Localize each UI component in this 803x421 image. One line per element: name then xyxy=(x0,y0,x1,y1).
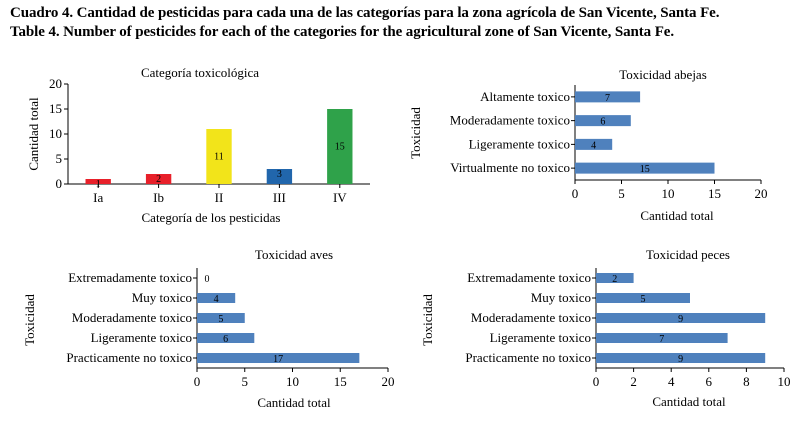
y-tick-label: 0 xyxy=(56,176,63,191)
bar xyxy=(197,353,360,363)
bar xyxy=(575,162,715,174)
chart-title: Toxicidad aves xyxy=(255,247,333,262)
x-axis-label: Categoría de los pesticidas xyxy=(142,210,281,225)
x-tick-label: 5 xyxy=(618,186,625,201)
bar xyxy=(206,129,232,184)
x-tick-label: 0 xyxy=(593,374,600,389)
bar xyxy=(596,293,690,303)
x-tick-label: 15 xyxy=(334,374,347,389)
bar xyxy=(197,293,236,303)
data-label: 3 xyxy=(277,169,282,180)
y-axis-label: Toxicidad xyxy=(420,294,435,346)
y-tick-label: Extremadamente toxico xyxy=(467,270,591,285)
y-tick-label: Moderadamente toxico xyxy=(72,310,192,325)
bar xyxy=(596,353,766,363)
y-tick-label: Virtualmente no toxico xyxy=(450,160,570,175)
data-label: 0 xyxy=(205,274,210,285)
bar xyxy=(197,313,245,323)
bar xyxy=(85,179,111,184)
x-tick-label: 4 xyxy=(668,374,675,389)
x-tick-label: 20 xyxy=(755,186,768,201)
bar xyxy=(596,313,766,323)
bar xyxy=(596,273,634,283)
y-tick-label: Moderadamente toxico xyxy=(471,310,591,325)
caption-english: Table 4. Number of pesticides for each o… xyxy=(10,24,674,40)
y-tick-label: Altamente toxico xyxy=(480,89,570,104)
data-label: 15 xyxy=(640,164,650,175)
y-tick-label: Ligeramente toxico xyxy=(469,136,570,151)
y-tick-label: 15 xyxy=(49,101,62,116)
x-tick-label: IV xyxy=(333,190,347,205)
chart-title: Toxicidad abejas xyxy=(619,67,707,82)
data-label: 9 xyxy=(678,354,683,365)
data-label: 4 xyxy=(214,294,219,305)
y-tick-label: Ligeramente toxico xyxy=(91,330,192,345)
x-tick-label: 10 xyxy=(778,374,791,389)
data-label: 9 xyxy=(678,314,683,325)
bar xyxy=(197,333,255,343)
x-tick-label: Ia xyxy=(93,190,103,205)
data-label: 4 xyxy=(591,140,596,151)
x-tick-label: 5 xyxy=(242,374,249,389)
x-tick-label: 10 xyxy=(662,186,675,201)
bar xyxy=(575,138,613,150)
y-tick-label: Muy toxico xyxy=(132,290,192,305)
data-label: 17 xyxy=(273,354,283,365)
y-tick-label: Muy toxico xyxy=(531,290,591,305)
y-tick-label: 5 xyxy=(56,151,63,166)
x-tick-label: 8 xyxy=(743,374,750,389)
y-tick-label: 10 xyxy=(49,126,62,141)
bar xyxy=(575,91,641,103)
y-axis-label: Toxicidad xyxy=(408,107,423,159)
data-label: 2 xyxy=(156,174,161,185)
x-tick-label: 6 xyxy=(706,374,713,389)
y-axis-label: Cantidad total xyxy=(26,97,41,171)
x-tick-label: 15 xyxy=(708,186,721,201)
y-tick-label: Practicamente no toxico xyxy=(465,350,591,365)
x-tick-label: 0 xyxy=(572,186,579,201)
x-tick-label: Ib xyxy=(153,190,164,205)
data-label: 7 xyxy=(659,334,664,345)
bar xyxy=(575,115,631,127)
data-label: 2 xyxy=(612,274,617,285)
x-axis-label: Cantidad total xyxy=(640,208,714,223)
x-tick-label: II xyxy=(215,190,224,205)
y-tick-label: Extremadamente toxico xyxy=(68,270,192,285)
x-tick-label: 20 xyxy=(382,374,395,389)
x-tick-label: III xyxy=(273,190,286,205)
y-tick-label: Ligeramente toxico xyxy=(490,330,591,345)
x-tick-label: 0 xyxy=(194,374,201,389)
caption-spanish: Cuadro 4. Cantidad de pesticidas para ca… xyxy=(10,5,720,21)
chart-title: Toxicidad peces xyxy=(646,247,730,262)
bar xyxy=(327,109,353,184)
x-axis-label: Cantidad total xyxy=(652,394,726,409)
data-label: 6 xyxy=(223,334,228,345)
bar xyxy=(145,174,172,184)
data-label: 5 xyxy=(218,314,223,325)
bar xyxy=(266,169,293,184)
chart-title: Categoría toxicológica xyxy=(141,65,259,80)
data-label: 6 xyxy=(600,117,605,128)
y-tick-label: 20 xyxy=(49,76,62,91)
x-tick-label: 10 xyxy=(286,374,299,389)
bar xyxy=(596,333,728,343)
x-tick-label: 2 xyxy=(630,374,637,389)
data-label: 7 xyxy=(605,93,610,104)
y-axis-label: Toxicidad xyxy=(22,294,37,346)
data-label: 15 xyxy=(335,142,345,153)
x-axis-label: Cantidad total xyxy=(257,395,331,410)
data-label: 11 xyxy=(214,152,224,163)
y-tick-label: Practicamente no toxico xyxy=(66,350,192,365)
data-label: 5 xyxy=(641,294,646,305)
y-tick-label: Moderadamente toxico xyxy=(450,113,570,128)
